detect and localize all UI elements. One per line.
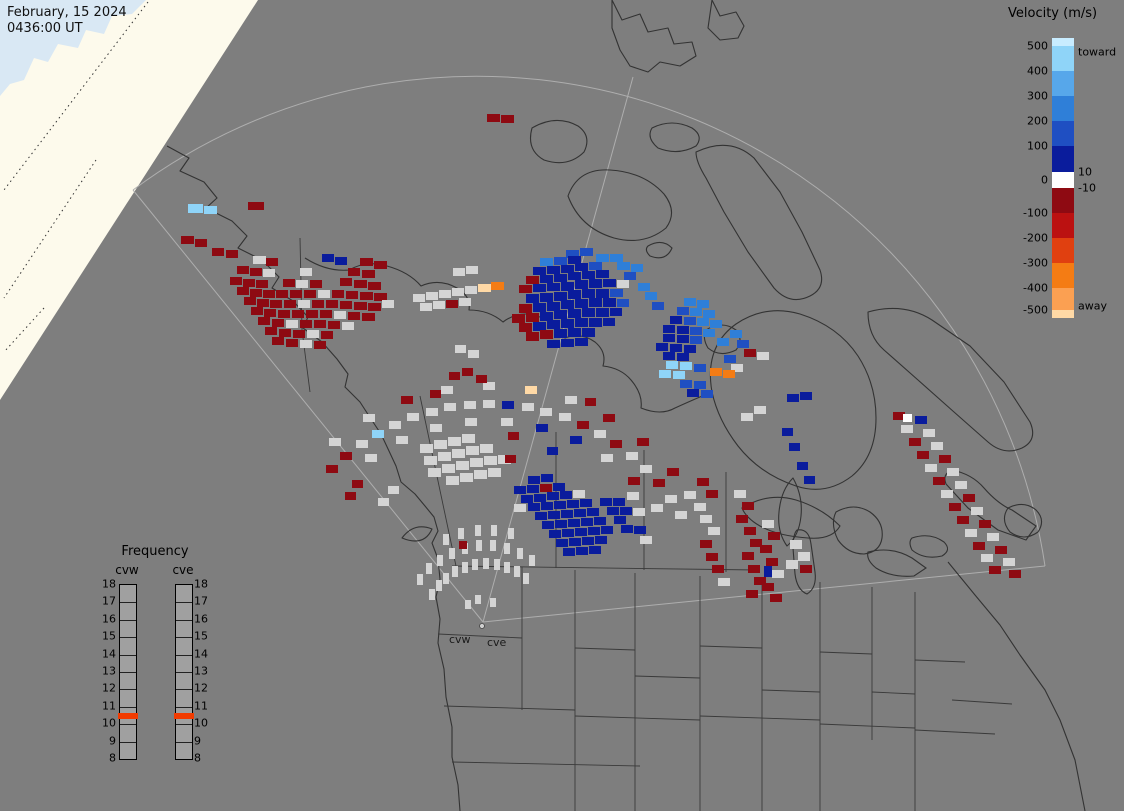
timestamp: February, 15 2024 0436:00 UT	[7, 5, 127, 36]
radar-site-marker	[479, 623, 485, 629]
frequency-legend-title: Frequency	[121, 544, 189, 559]
cvw-column-label: cvw	[115, 563, 139, 577]
radar-site-label-cvw: cvw	[449, 633, 471, 646]
date-label: February, 15 2024	[7, 5, 127, 20]
cve-column-label: cve	[172, 563, 194, 577]
away-label: away	[1078, 299, 1107, 313]
offmap-region	[0, 0, 258, 400]
velocity-legend: Velocity (m/s) 500 400 300 200 100 0 -100 -200-…	[1000, 0, 1124, 335]
velocity-colorbar	[1052, 38, 1074, 318]
frequency-bars: 18 18 17 17 16 16 15 15 14 14 13 13 12 12 11 11 10 10 9 9 8 8	[102, 577, 208, 765]
time-label: 0436:00 UT	[7, 20, 83, 36]
toward-label: toward	[1078, 45, 1117, 59]
frequency-legend: Frequency cvw cve 18 18 17 17 16 16 15 15 14 14 13…	[88, 544, 228, 779]
radar-site-label-cve: cve	[487, 636, 507, 649]
velocity-legend-title: Velocity (m/s)	[1008, 6, 1098, 21]
offmap-sea-region	[0, 0, 146, 96]
